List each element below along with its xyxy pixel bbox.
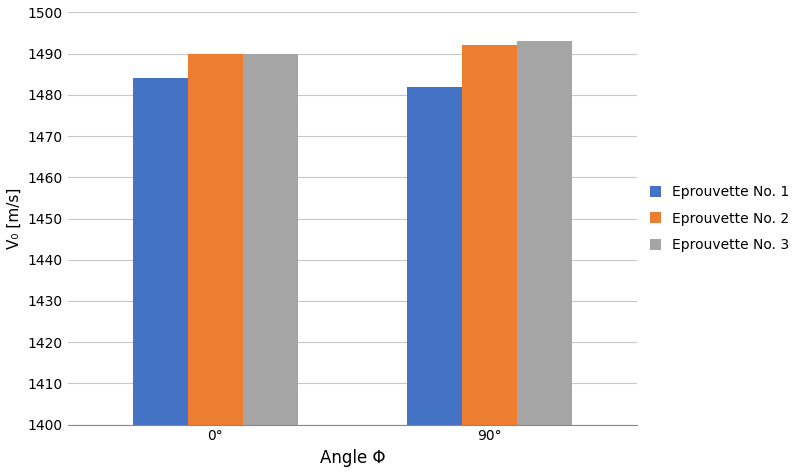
Bar <box>517 41 572 474</box>
Bar <box>188 54 243 474</box>
Bar <box>243 54 297 474</box>
Legend: Eprouvette No. 1, Eprouvette No. 2, Eprouvette No. 3: Eprouvette No. 1, Eprouvette No. 2, Epro… <box>650 185 790 252</box>
Bar <box>407 87 462 474</box>
X-axis label: Angle Φ: Angle Φ <box>320 449 385 467</box>
Y-axis label: V₀ [m/s]: V₀ [m/s] <box>7 188 22 249</box>
Bar <box>133 78 188 474</box>
Bar <box>462 46 517 474</box>
